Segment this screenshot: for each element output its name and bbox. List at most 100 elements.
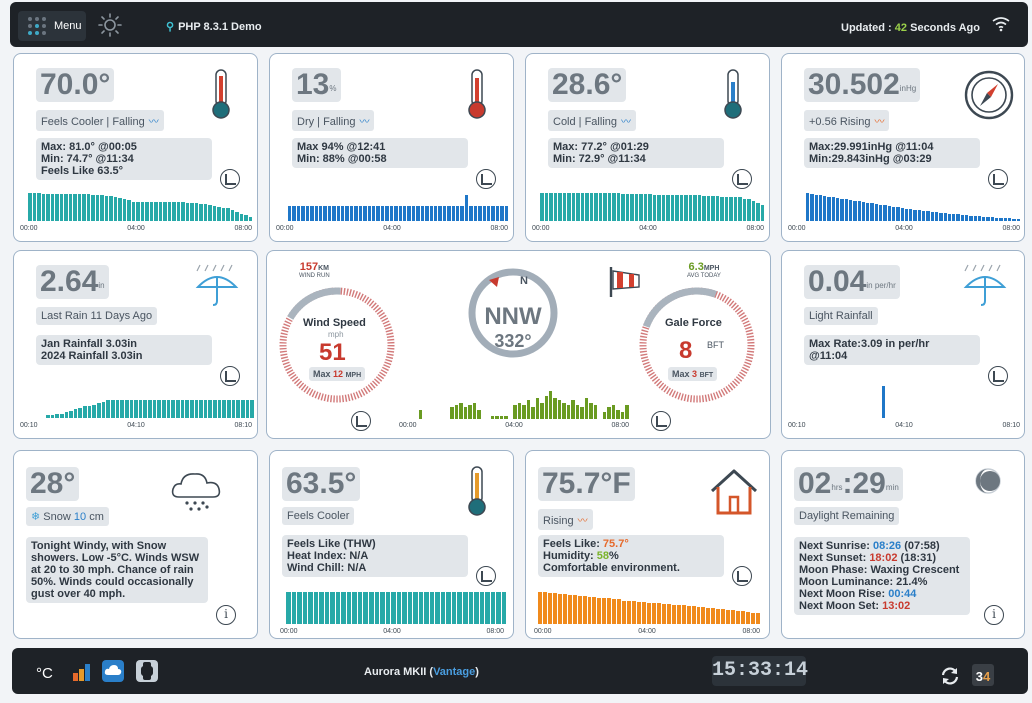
bar <box>580 407 584 419</box>
bar <box>934 212 939 221</box>
station-link[interactable]: Vantage <box>433 666 476 678</box>
bar <box>922 211 926 221</box>
info-icon[interactable]: i <box>216 605 236 625</box>
bar <box>741 611 746 624</box>
humidity-value: 13% <box>292 68 341 102</box>
bar <box>990 217 995 221</box>
bar <box>41 193 45 221</box>
bar <box>363 592 368 624</box>
chart-icon[interactable] <box>732 169 752 189</box>
bar <box>297 592 302 624</box>
barometer-stats: Max:29.991inHg @11:04 Min:29.843inHg @03:… <box>804 138 980 168</box>
bar <box>630 194 634 221</box>
bar <box>960 215 964 221</box>
chart-icon[interactable] <box>476 566 496 586</box>
outdoor-temperature-card: 70.0° Feels Cooler | Falling 〰 Max: 81.0°… <box>13 53 258 242</box>
bar <box>450 407 454 419</box>
bar <box>474 592 479 624</box>
time-axis: 00:10 04:10 08:10 <box>788 422 1020 429</box>
calendar-icon[interactable]: 34 <box>972 664 994 686</box>
bar <box>616 193 620 221</box>
gale-force-gauge <box>639 287 755 403</box>
bar <box>451 592 457 624</box>
theme-toggle-sun-icon[interactable] <box>98 13 122 37</box>
rain-rate-card: 0.04in per/hr Light Rainfall Max Rate:3.… <box>781 250 1025 439</box>
bar <box>702 196 706 221</box>
bar <box>657 195 661 221</box>
bar <box>354 205 358 221</box>
unit-toggle-button[interactable]: °C <box>36 665 53 682</box>
bar <box>964 215 969 221</box>
chart-icon[interactable] <box>351 411 371 431</box>
bar <box>582 596 587 624</box>
bar <box>145 202 149 221</box>
chart-icon[interactable] <box>651 411 671 431</box>
bar <box>637 601 642 624</box>
chart-icon[interactable] <box>988 169 1008 189</box>
bar <box>113 196 117 221</box>
location-pin-icon: ⚲ <box>166 21 175 33</box>
wifi-icon <box>992 17 1010 32</box>
rainfall-card: 2.64in Last Rain 11 Days Ago Jan Rainfal… <box>13 250 258 439</box>
bar <box>199 204 203 221</box>
home-icon <box>710 469 758 515</box>
wind-speed-gauge <box>279 287 395 403</box>
bar <box>302 592 308 624</box>
bar <box>319 592 324 624</box>
bar <box>463 407 468 419</box>
bar <box>883 205 887 221</box>
bar <box>318 205 323 221</box>
bar <box>639 194 643 221</box>
wind-run: 157KM WIND RUN <box>299 261 330 279</box>
bar <box>930 212 934 221</box>
time-axis: 00:00 04:00 08:00 <box>20 225 252 232</box>
bar <box>661 603 666 624</box>
bar <box>977 216 982 221</box>
bar <box>676 604 681 624</box>
chart-icon[interactable] <box>988 366 1008 386</box>
chart-icon[interactable] <box>476 169 496 189</box>
menu-label: Menu <box>54 20 82 32</box>
bar <box>327 205 332 221</box>
bar <box>92 404 97 418</box>
bar <box>729 197 733 221</box>
bar <box>226 207 230 221</box>
chart-icon[interactable] <box>732 566 752 586</box>
bar <box>726 610 731 624</box>
dewpoint-value: 28.6° <box>548 68 627 102</box>
bar <box>913 210 917 221</box>
bar <box>420 205 425 221</box>
bar <box>101 401 106 418</box>
demo-version-label: ⚲ PHP 8.3.1 Demo <box>166 21 262 33</box>
bar <box>407 592 413 624</box>
bar <box>55 193 59 221</box>
bar <box>482 205 486 221</box>
cloud-icon[interactable] <box>102 660 124 682</box>
bar <box>442 205 447 221</box>
bar <box>477 409 481 419</box>
bar <box>504 415 508 419</box>
bar <box>389 205 394 221</box>
chart-icon[interactable] <box>220 169 240 189</box>
bar <box>97 403 101 418</box>
umbrella-rain-icon <box>963 264 1007 306</box>
bar <box>468 592 474 624</box>
bar <box>291 592 297 624</box>
refresh-icon[interactable] <box>940 666 960 686</box>
watch-icon[interactable] <box>136 660 158 682</box>
bar <box>69 410 73 418</box>
clock: 15:33:14 <box>712 656 808 686</box>
bar <box>612 599 617 624</box>
info-icon[interactable]: i <box>984 605 1004 625</box>
bar <box>656 602 661 624</box>
indoor-temperature-value: 75.7°F <box>538 467 635 501</box>
snow-cloud-icon <box>171 473 221 511</box>
chart-icon[interactable] <box>220 366 240 386</box>
bar <box>562 193 566 221</box>
chart-bars-icon[interactable] <box>72 662 92 682</box>
cold-thermometer-icon <box>724 69 742 119</box>
bar <box>870 203 874 221</box>
menu-button[interactable]: Menu <box>18 11 86 41</box>
bar <box>701 606 706 624</box>
bar <box>891 207 896 221</box>
